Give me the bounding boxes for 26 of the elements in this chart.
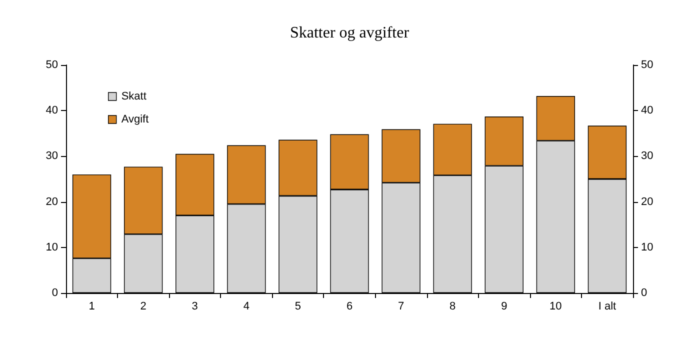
y2-tick-label: 40 [641, 104, 654, 117]
x-tick-label: 10 [550, 300, 562, 312]
y-tick-label: 40 [46, 104, 58, 117]
legend-label: Skatt [121, 90, 146, 102]
x-tick-label: 7 [398, 300, 404, 312]
chart-title: Skatter og avgifter [290, 24, 410, 42]
y2-tick-label: 20 [641, 196, 654, 208]
y-tick-label: 30 [46, 150, 58, 162]
y-tick-label: 20 [46, 196, 58, 208]
x-tick-label: 9 [501, 300, 508, 312]
y-tick-label: 10 [46, 241, 58, 254]
x-tick-label: 5 [294, 300, 302, 312]
y2-tick-label: 30 [641, 150, 654, 162]
y-tick-label: 0 [52, 287, 58, 299]
legend-label: Avgift [121, 114, 149, 126]
x-tick-label: I alt [598, 300, 616, 312]
x-tick-label: 1 [88, 300, 95, 312]
x-tick-label: 8 [450, 300, 456, 312]
x-tick-label: 4 [243, 300, 250, 312]
y-tick-label: 50 [46, 59, 58, 71]
y2-tick-label: 0 [641, 287, 648, 299]
x-tick-label: 3 [192, 300, 198, 312]
x-tick-label: 2 [140, 300, 146, 312]
x-tick-label: 6 [346, 300, 353, 312]
y2-tick-label: 50 [641, 59, 654, 71]
y2-tick-label: 10 [641, 241, 654, 254]
